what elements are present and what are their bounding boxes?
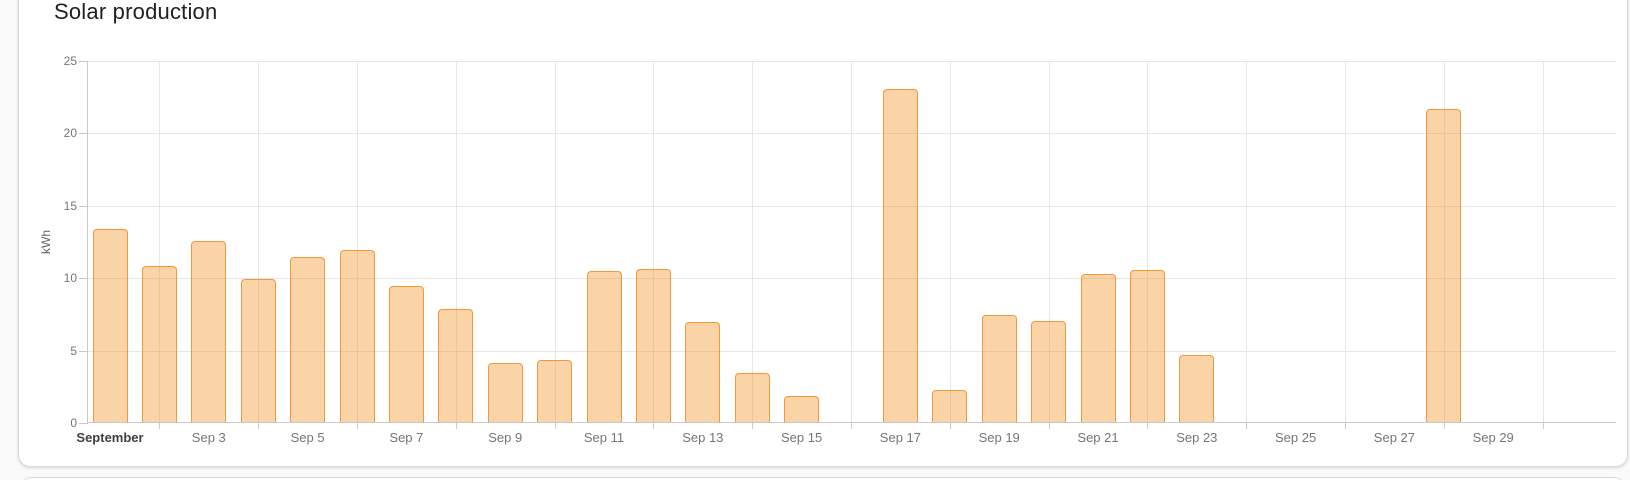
v-gridline-day-10 <box>554 61 556 422</box>
x-axis-tick-day-8 <box>455 423 457 429</box>
v-gridline-day-6 <box>357 61 358 422</box>
h-gridline-15 <box>88 205 1616 207</box>
bar-sep-11[interactable] <box>586 271 622 422</box>
x-tick-label-day-13: Sep 13 <box>682 430 724 445</box>
x-tick-label-day-25: Sep 25 <box>1274 430 1317 445</box>
x-axis-tick-day-20 <box>1048 423 1050 429</box>
y-axis-unit-label: kWh <box>39 230 53 254</box>
v-gridline-day-28 <box>1443 61 1445 422</box>
v-gridline-day-20 <box>1048 61 1050 422</box>
x-axis-tick-day-16 <box>851 423 852 429</box>
bar-sep-5[interactable] <box>290 256 326 422</box>
x-tick-label-day-23: Sep 23 <box>1176 430 1218 445</box>
v-gridline-day-22 <box>1147 61 1149 422</box>
x-tick-label-day-15: Sep 15 <box>780 430 823 445</box>
x-axis-tick-day-18 <box>949 423 951 429</box>
bar-sep-1[interactable] <box>92 229 128 422</box>
x-tick-label-day-11: Sep 11 <box>583 430 625 445</box>
x-axis-tick-day-2 <box>159 423 161 429</box>
x-tick-label-day-21: Sep 21 <box>1077 430 1119 445</box>
bar-sep-13[interactable] <box>685 322 721 422</box>
x-axis-tick-day-14 <box>752 423 754 429</box>
bar-sep-9[interactable] <box>487 362 523 422</box>
y-axis-tick-25 <box>79 61 88 62</box>
x-tick-label-day-3: Sep 3 <box>191 430 226 445</box>
x-axis-tick-day-26 <box>1345 423 1346 429</box>
v-gridline-day-24 <box>1246 61 1248 422</box>
v-gridline-day-16 <box>851 61 852 422</box>
plot-area: kWh 0 5 10 15 20 25 September Sep 3 Sep 5 Sep 7 Se… <box>39 55 1616 444</box>
x-tick-label-day-9: Sep 9 <box>488 430 523 445</box>
y-axis-tick-20 <box>79 133 88 135</box>
x-tick-label-day-17: Sep 17 <box>879 430 921 445</box>
x-tick-label-day-27: Sep 27 <box>1373 430 1415 445</box>
x-tick-label-day-7: Sep 7 <box>389 430 424 445</box>
v-gridline-day-8 <box>455 61 457 422</box>
bar-sep-4[interactable] <box>240 278 276 422</box>
x-tick-label-day-5: Sep 5 <box>290 430 325 445</box>
bar-sep-14[interactable] <box>734 372 770 422</box>
chart-title: Solar production <box>54 0 218 24</box>
bar-sep-20[interactable] <box>1031 320 1067 422</box>
v-gridline-day-14 <box>752 61 754 422</box>
bar-sep-15[interactable] <box>784 395 820 422</box>
y-axis-tick-0 <box>79 423 88 424</box>
x-axis-tick-day-28 <box>1443 423 1445 429</box>
y-tick-label-0: 0 <box>70 416 77 430</box>
bar-sep-19[interactable] <box>981 314 1017 422</box>
bar-sep-10[interactable] <box>537 359 573 422</box>
y-axis-tick-10 <box>79 278 88 280</box>
v-gridline-day-2 <box>159 61 161 422</box>
bar-sep-28[interactable] <box>1426 109 1462 422</box>
v-gridline-day-4 <box>258 61 260 422</box>
bar-sep-2[interactable] <box>141 265 177 422</box>
v-gridline-day-12 <box>653 61 655 422</box>
solar-production-card: Solar production <box>18 0 1628 467</box>
v-gridline-day-26 <box>1345 61 1346 422</box>
bar-sep-22[interactable] <box>1129 269 1165 422</box>
x-axis-tick-day-12 <box>653 423 655 429</box>
x-axis-tick-day-22 <box>1147 423 1149 429</box>
h-gridline-20 <box>88 133 1616 135</box>
v-gridline-day-18 <box>949 61 951 422</box>
h-gridline-5 <box>88 350 1616 352</box>
y-tick-label-20: 20 <box>63 126 77 141</box>
y-tick-label-10: 10 <box>63 271 77 286</box>
y-tick-label-15: 15 <box>63 198 77 213</box>
x-axis-tick-day-10 <box>554 423 556 429</box>
x-axis-tick-day-4 <box>258 423 260 429</box>
x-tick-label-day-29: Sep 29 <box>1472 430 1514 445</box>
bar-sep-17[interactable] <box>882 88 918 422</box>
y-axis-tick-15 <box>79 205 88 207</box>
h-gridline-25 <box>88 61 1616 62</box>
h-gridline-10 <box>88 278 1616 280</box>
x-tick-label-day-1: September <box>76 430 144 445</box>
bar-sep-18[interactable] <box>932 390 968 422</box>
v-gridline-day-30 <box>1542 61 1544 422</box>
y-axis-tick-5 <box>79 350 88 352</box>
bar-sep-21[interactable] <box>1080 274 1116 422</box>
bar-sep-6[interactable] <box>339 249 375 422</box>
bar-sep-3[interactable] <box>191 241 227 422</box>
y-tick-label-5: 5 <box>70 343 77 358</box>
x-axis-tick-day-30 <box>1542 423 1544 429</box>
bar-sep-12[interactable] <box>635 268 671 422</box>
x-axis-tick-day-6 <box>357 423 358 429</box>
bar-sep-23[interactable] <box>1179 355 1215 422</box>
bar-sep-7[interactable] <box>388 285 424 422</box>
bar-sep-8[interactable] <box>438 309 474 422</box>
x-axis-tick-day-24 <box>1246 423 1248 429</box>
y-tick-label-25: 25 <box>63 54 77 68</box>
x-tick-label-day-19: Sep 19 <box>978 430 1020 445</box>
